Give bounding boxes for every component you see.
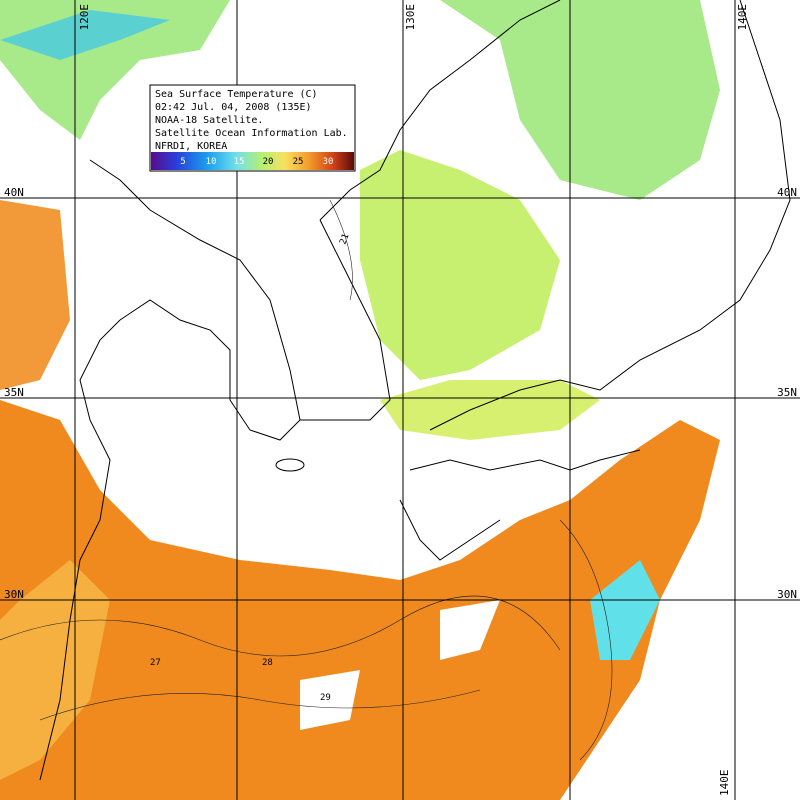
- lat-label: 30N: [777, 588, 797, 601]
- contour-label: 21: [338, 232, 351, 246]
- legend-line: Satellite Ocean Information Lab.: [155, 128, 348, 139]
- coastline-jeju: [275, 458, 305, 472]
- legend-line: Sea Surface Temperature (C): [155, 89, 318, 100]
- colorbar-tick: 10: [206, 157, 217, 167]
- water-bohai: [0, 200, 70, 390]
- lat-label: 35N: [777, 386, 797, 399]
- water-east-sea: [360, 150, 560, 380]
- coastline-korea: [300, 0, 561, 421]
- colorbar-tick: 20: [263, 157, 274, 167]
- colorbar-tick: 15: [234, 157, 245, 167]
- lon-label: 120E: [78, 4, 91, 31]
- lat-label: 40N: [4, 186, 24, 199]
- legend-line: NOAA-18 Satellite.: [155, 115, 263, 126]
- lat-label: 40N: [777, 186, 797, 199]
- contour: [559, 519, 613, 761]
- legend-line: NFRDI, KOREA: [155, 141, 227, 152]
- colorbar-tick: 30: [323, 157, 334, 167]
- contour-label: 29: [320, 693, 331, 703]
- legend-line: 02:42 Jul. 04, 2008 (135E): [155, 102, 312, 113]
- water-cyan: [0, 10, 170, 60]
- lon-label: 140E: [736, 4, 749, 31]
- lat-label: 35N: [4, 386, 24, 399]
- lon-label: 140E: [718, 770, 731, 797]
- contour-label: 27: [150, 658, 161, 668]
- cloud-patch: [300, 600, 500, 730]
- lon-label: 130E: [404, 4, 417, 31]
- contour-label: 28: [262, 658, 273, 668]
- coastline-japan: [399, 0, 791, 561]
- contour: [39, 689, 481, 721]
- coastline-china: [39, 159, 301, 781]
- water-coastal: [0, 560, 110, 780]
- water-green: [0, 0, 720, 200]
- water-korea-strait: [380, 380, 600, 440]
- colorbar: [151, 152, 354, 170]
- colorbar-tick: 25: [293, 157, 304, 167]
- contour: [329, 199, 353, 301]
- contour: [0, 595, 561, 657]
- colorbar-tick: 5: [180, 157, 185, 167]
- lat-label: 30N: [4, 588, 24, 601]
- legend: Sea Surface Temperature (C) 02:42 Jul. 0…: [149, 84, 356, 172]
- water-cyan-patch: [590, 560, 660, 660]
